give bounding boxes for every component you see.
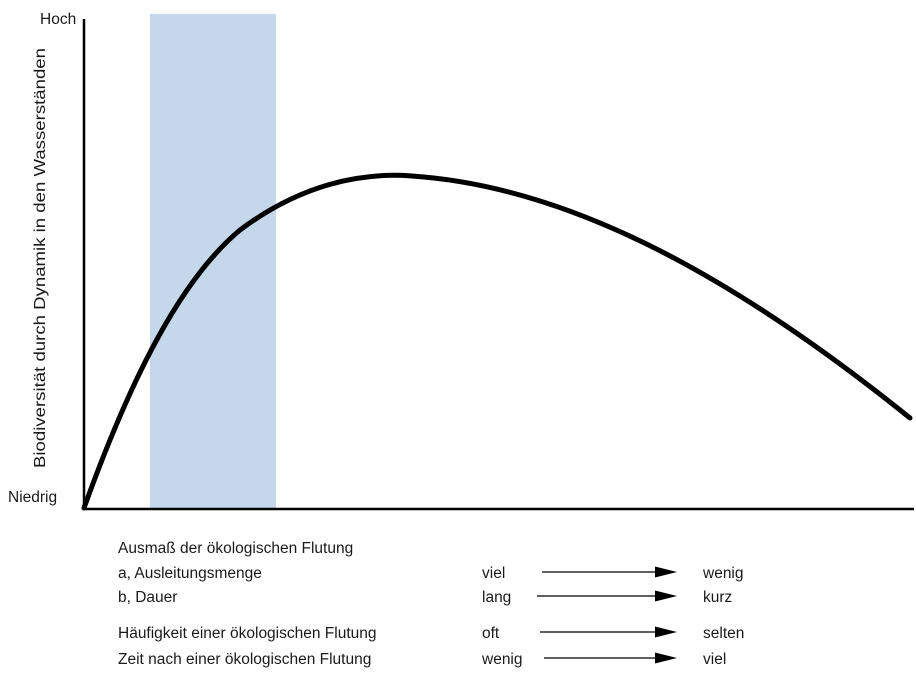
legend-row-1-label: a, Ausleitungsmenge	[118, 565, 262, 582]
biodiversity-curve	[81, 172, 913, 511]
legend-arrow-4	[544, 652, 677, 664]
highlight-band	[150, 14, 276, 508]
legend-arrow-3	[540, 626, 677, 638]
legend-row-2-label: b, Dauer	[118, 589, 178, 606]
legend-row-1-from: viel	[482, 565, 506, 582]
legend-heading: Ausmaß der ökologischen Flutung	[118, 540, 354, 557]
legend-row-2-to: kurz	[703, 589, 733, 606]
legend-row-4-to: viel	[703, 651, 727, 668]
legend-arrow-2	[537, 590, 677, 602]
y-axis-low-label: Niedrig	[8, 489, 57, 506]
legend-row-1-to: wenig	[703, 565, 744, 582]
legend-row-3-label: Häufigkeit einer ökologischen Flutung	[118, 625, 377, 642]
legend-arrow-1	[542, 566, 677, 578]
legend-row-3-to: selten	[703, 625, 745, 642]
legend-row-4-label: Zeit nach einer ökologischen Flutung	[118, 651, 372, 668]
y-axis-high-label: Hoch	[40, 11, 76, 28]
legend-row-3-from: oft	[482, 625, 500, 642]
legend-row-4-from: wenig	[482, 651, 523, 668]
legend-row-2-from: lang	[482, 589, 512, 606]
y-axis-title: Biodiversität durch Dynamik in den Wasse…	[32, 48, 49, 468]
